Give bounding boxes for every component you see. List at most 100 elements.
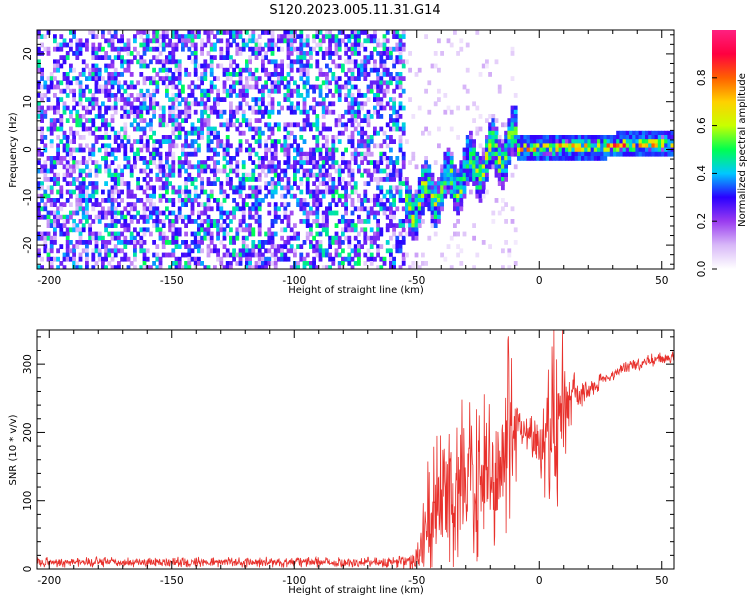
- spectrogram-cell: [264, 265, 268, 269]
- spectrogram-cell: [85, 109, 89, 115]
- spectrogram-cell: [510, 105, 515, 111]
- spectrogram-cell: [277, 139, 281, 144]
- spectrogram-cell: [193, 147, 198, 153]
- spectrogram-cell: [91, 219, 96, 224]
- spectrogram-cell: [347, 67, 352, 73]
- spectrogram-cell: [363, 72, 368, 77]
- spectrogram-cell: [171, 189, 176, 195]
- spectrogram-cell: [350, 46, 355, 52]
- spectrogram-cell: [193, 84, 198, 90]
- spectrogram-cell: [517, 143, 521, 149]
- spectrogram-cell: [53, 93, 57, 98]
- spectrogram-cell: [433, 185, 438, 191]
- spectrogram-cell: [142, 240, 147, 245]
- spectrogram-cell: [264, 151, 268, 157]
- spectrogram-cell: [139, 147, 144, 153]
- spectrogram-cell: [299, 198, 304, 203]
- spectrogram-cell: [363, 130, 368, 136]
- spectrogram-frame: [36, 29, 675, 270]
- spectrogram-cell: [270, 189, 275, 195]
- spectrogram-cell: [177, 80, 182, 86]
- spectrogram-cell: [296, 105, 300, 111]
- spectrogram-cell: [270, 160, 275, 165]
- spectrogram-cell: [65, 160, 70, 165]
- spectrogram-cell: [241, 67, 246, 73]
- spectrogram-cell: [113, 177, 118, 182]
- spectrogram-cell: [305, 210, 310, 216]
- spectrogram-cell: [347, 223, 352, 228]
- spectrogram-cell: [254, 38, 259, 44]
- spectrogram-cell: [209, 84, 214, 90]
- spectrogram-cell: [529, 156, 534, 161]
- spectrogram-cell: [62, 219, 67, 224]
- spectrogram-cell: [257, 214, 262, 220]
- spectrogram-cell: [491, 219, 496, 224]
- spectrogram-cell: [248, 172, 252, 178]
- spectrogram-cell: [305, 122, 310, 128]
- spectrogram-cell: [72, 76, 76, 81]
- spectrogram-cell: [597, 135, 601, 140]
- spectrogram-cell: [350, 101, 355, 107]
- spectrogram-cell: [360, 172, 364, 178]
- spectrogram-cell: [475, 181, 480, 186]
- spectrogram-cell: [213, 97, 217, 102]
- spectrogram-cell: [488, 156, 492, 161]
- spectrogram-cell: [62, 156, 67, 161]
- spectrogram-cell: [171, 126, 176, 132]
- spectrogram-cell: [357, 151, 361, 157]
- spectrogram-cell: [75, 160, 80, 165]
- spectrogram-cell: [174, 97, 179, 102]
- spectrogram-cell: [261, 63, 265, 69]
- spectrogram-cell: [238, 227, 243, 233]
- spectrogram-cell: [193, 265, 198, 269]
- spectrogram-cell: [203, 189, 208, 195]
- spectrogram-cell: [353, 248, 358, 254]
- spectrogram-cell: [318, 42, 323, 48]
- spectrogram-cell: [334, 135, 339, 140]
- spectrogram-cell: [475, 130, 480, 136]
- spectrogram-cell: [193, 63, 198, 69]
- spectrogram-cell: [168, 59, 172, 65]
- spectrogram-cell: [229, 252, 233, 258]
- spectrogram-cell: [353, 151, 358, 157]
- spectrogram-cell: [171, 42, 176, 48]
- spectrogram-cell: [155, 59, 160, 65]
- spectrogram-cell: [149, 214, 153, 220]
- spectrogram-cell: [197, 256, 201, 262]
- spectrogram-cell: [267, 240, 272, 245]
- spectrogram-cell: [350, 84, 355, 90]
- spectrogram-cell: [248, 156, 252, 161]
- spectrogram-cell: [177, 76, 182, 81]
- spectrogram-cell: [283, 139, 288, 144]
- spectrogram-cell: [46, 30, 51, 35]
- spectrogram-cell: [360, 244, 364, 249]
- spectrogram-cell: [126, 93, 131, 98]
- spectrogram-cell: [94, 168, 99, 174]
- spectrogram-cell: [536, 139, 540, 144]
- spectrogram-cell: [72, 210, 76, 216]
- spectrogram-cell: [203, 168, 208, 174]
- spectrogram-cell: [72, 130, 76, 136]
- spectrogram-cell: [37, 193, 41, 199]
- spectrogram-cell: [533, 135, 537, 140]
- spectrogram-cell: [542, 151, 547, 157]
- spectrogram-cell: [62, 214, 67, 220]
- spectrogram-cell: [325, 265, 329, 269]
- spectrogram-cell: [369, 55, 374, 60]
- spectrogram-cell: [209, 139, 214, 144]
- spectrogram-cell: [174, 118, 179, 123]
- spectrogram-cell: [245, 261, 249, 266]
- spectrogram-cell: [49, 122, 54, 128]
- spectrogram-cell: [49, 219, 54, 224]
- spectrogram-cell: [168, 38, 172, 44]
- spectrogram-cell: [149, 93, 153, 98]
- spectrogram-cell: [85, 256, 89, 262]
- spectrogram-cell: [309, 84, 313, 90]
- spectrogram-cell: [337, 198, 342, 203]
- spectrogram-cell: [325, 135, 329, 140]
- spectrogram-cell: [216, 101, 220, 107]
- spectrogram-cell: [88, 97, 92, 102]
- spectrogram-cell: [267, 72, 272, 77]
- spectrogram-cell: [286, 80, 291, 86]
